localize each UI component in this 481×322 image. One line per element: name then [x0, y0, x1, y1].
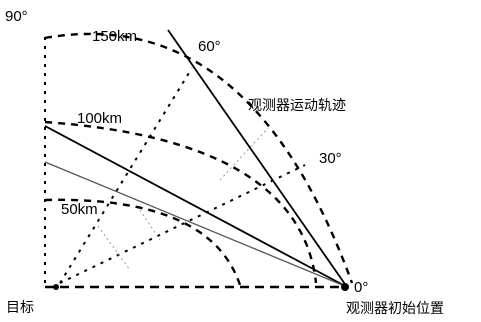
range-arc-150km: [44, 32, 354, 284]
target-point: [53, 284, 59, 290]
angle-label-30: 30°: [319, 150, 342, 167]
observer-start-label: 观测器初始位置: [346, 301, 444, 317]
sight-line-lower: [44, 161, 348, 288]
range-arc-50km: [44, 198, 242, 286]
observer-trajectory-line: [167, 29, 348, 288]
range-label-100km: 100km: [77, 110, 123, 127]
bearing-line-30deg: [59, 164, 306, 284]
angle-label-90: 90°: [5, 8, 28, 25]
angle-label-60: 60°: [198, 38, 221, 55]
trajectory-marker-3: [139, 209, 161, 241]
bearing-line-60deg: [59, 67, 193, 284]
range-label-50km: 50km: [61, 201, 98, 218]
trajectory-marker-1: [219, 127, 269, 181]
range-label-150km: 150km: [92, 28, 138, 45]
observer-start-point: [341, 283, 349, 291]
angle-label-0: 0°: [354, 279, 369, 296]
target-label: 目标: [6, 300, 34, 316]
sight-line-upper: [44, 125, 348, 288]
trajectory-label: 观测器运动轨迹: [248, 98, 346, 114]
trajectory-marker-2: [97, 225, 131, 271]
